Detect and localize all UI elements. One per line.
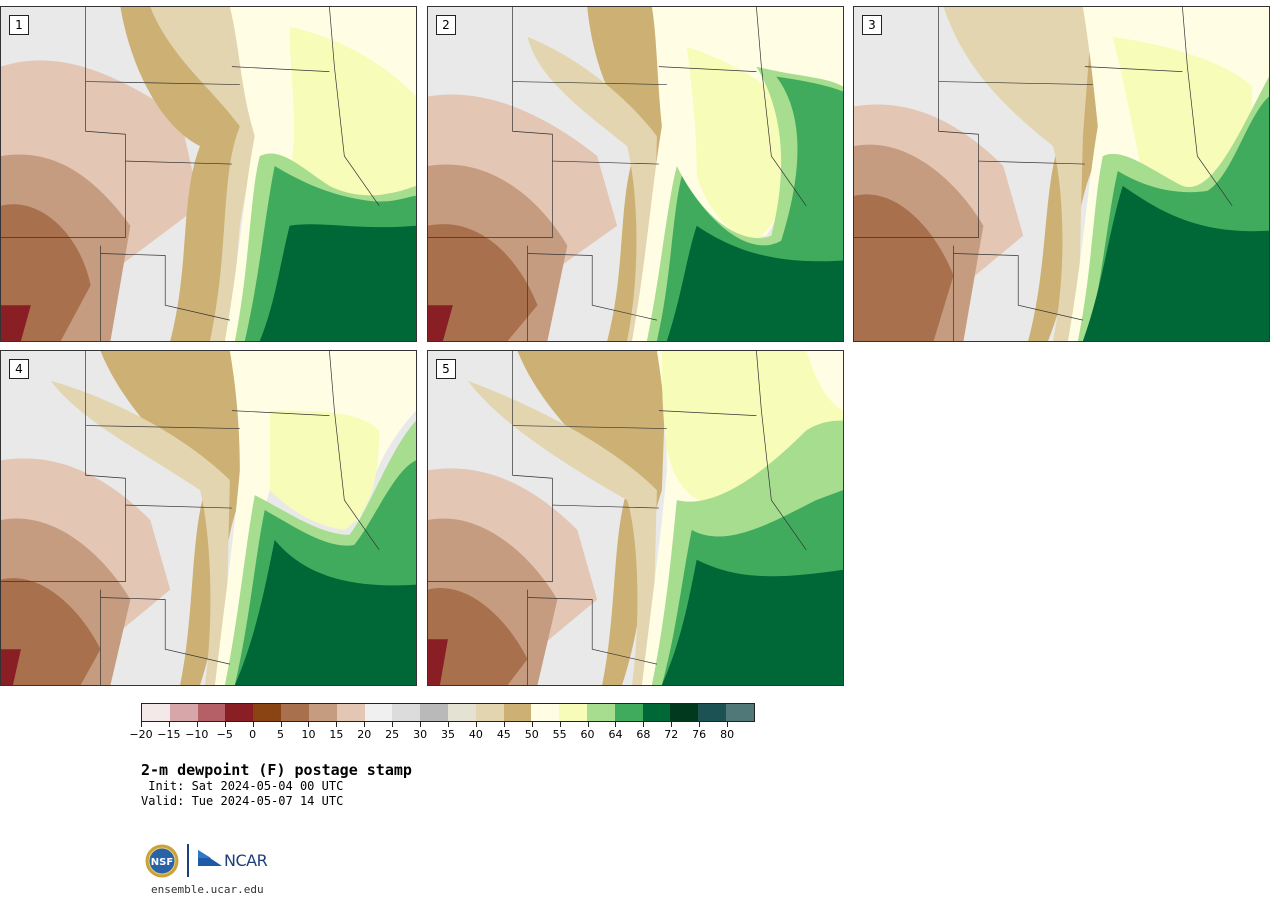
nsf-logo-icon: NSF (145, 844, 179, 878)
map-panel-2: 2 (427, 6, 844, 342)
panel-label: 5 (436, 359, 456, 379)
colorbar-tick (727, 722, 729, 727)
colorbar-tick-label: 80 (720, 728, 735, 741)
dewpoint-map-5 (428, 351, 843, 685)
dewpoint-map-3 (854, 7, 1269, 341)
colorbar-tick (671, 722, 673, 727)
colorbar-tick-label: 72 (664, 728, 679, 741)
colorbar-swatch (670, 704, 699, 721)
colorbar-tick-label: 50 (524, 728, 539, 741)
colorbar-tick (392, 722, 394, 727)
colorbar-swatch (475, 704, 504, 721)
panel-label: 3 (862, 15, 882, 35)
colorbar-swatch (698, 704, 727, 721)
panel-label: 1 (9, 15, 29, 35)
colorbar-tick-label: −10 (185, 728, 209, 741)
valid-time: Valid: Tue 2024-05-07 14 UTC (141, 794, 344, 808)
colorbar-swatch (531, 704, 560, 721)
colorbar-tick (503, 722, 505, 727)
colorbar-tick (364, 722, 366, 727)
dewpoint-map-1 (1, 7, 416, 341)
colorbar-tick-label: −5 (216, 728, 233, 741)
colorbar-swatch (142, 704, 170, 721)
colorbar-swatch (169, 704, 198, 721)
colorbar-tick-label: 15 (329, 728, 344, 741)
colorbar-swatch (308, 704, 337, 721)
colorbar-tick (699, 722, 701, 727)
colorbar-swatch (197, 704, 226, 721)
logos: NSF NCAR (143, 842, 283, 882)
dewpoint-map-4 (1, 351, 416, 685)
colorbar-tick-label: 64 (608, 728, 623, 741)
colorbar-tick (448, 722, 449, 727)
colorbar-swatch (559, 704, 587, 721)
map-panel-3: 3 (853, 6, 1270, 342)
figure-title: 2-m dewpoint (F) postage stamp (141, 761, 412, 779)
colorbar (141, 703, 755, 722)
colorbar-ticks: −20 −15 −10 −5 0 5 10 15 20 25 30 35 40 45 50 55 60 64 68 7… (129, 722, 755, 742)
colorbar-swatch (253, 704, 282, 721)
colorbar-tick (252, 722, 254, 727)
ncar-mark-icon (198, 850, 222, 866)
colorbar-tick (280, 722, 282, 727)
map-panel-4: 4 (0, 350, 417, 686)
colorbar-swatch (225, 704, 254, 721)
colorbar-swatch (420, 704, 448, 721)
colorbar-swatch (392, 704, 421, 721)
colorbar-swatch (614, 704, 643, 721)
colorbar-tick-label: 68 (636, 728, 651, 741)
dewpoint-map-2 (428, 7, 843, 341)
colorbar-tick-label: 40 (468, 728, 483, 741)
colorbar-tick (168, 722, 170, 727)
colorbar-tick-label: −20 (129, 728, 153, 741)
colorbar-tick (643, 722, 645, 727)
colorbar-tick (615, 722, 617, 727)
colorbar-swatch (364, 704, 393, 721)
colorbar-tick-label: 76 (692, 728, 707, 741)
colorbar-tick-label: 5 (277, 728, 285, 741)
map-panel-5: 5 (427, 350, 844, 686)
colorbar-tick (420, 722, 422, 727)
colorbar-swatch (726, 704, 754, 721)
colorbar-tick-label: 60 (580, 728, 595, 741)
init-time: Init: Sat 2024-05-04 00 UTC (141, 779, 344, 793)
colorbar-tick-label: 25 (385, 728, 400, 741)
colorbar-tick (336, 722, 338, 727)
site-url: ensemble.ucar.edu (151, 883, 264, 896)
map-panel-1: 1 (0, 6, 417, 342)
colorbar-tick-label: 35 (441, 728, 455, 741)
colorbar-swatch (336, 704, 365, 721)
colorbar-tick (224, 722, 226, 727)
logo-divider (187, 844, 189, 877)
colorbar-tick (308, 722, 310, 727)
colorbar-tick (531, 722, 533, 727)
colorbar-tick (587, 722, 589, 727)
colorbar-tick-label: 10 (301, 728, 316, 741)
colorbar-tick-label: 0 (249, 728, 257, 741)
colorbar-tick-label: −15 (157, 728, 181, 741)
colorbar-swatch (281, 704, 309, 721)
colorbar-swatch (503, 704, 532, 721)
colorbar-tick-label: 45 (496, 728, 511, 741)
panel-label: 4 (9, 359, 29, 379)
colorbar-tick-label: 55 (552, 728, 567, 741)
colorbar-tick (475, 722, 477, 727)
colorbar-swatch (587, 704, 615, 721)
nsf-logo-text: NSF (151, 857, 173, 868)
colorbar-tick (141, 722, 142, 727)
ncar-logo-text: NCAR (224, 851, 268, 870)
colorbar-tick-label: 20 (357, 728, 372, 741)
colorbar-tick (559, 722, 561, 727)
colorbar-swatch (642, 704, 671, 721)
colorbar-tick-label: 30 (413, 728, 428, 741)
colorbar-tick (196, 722, 198, 727)
colorbar-swatch (447, 704, 476, 721)
panel-label: 2 (436, 15, 456, 35)
